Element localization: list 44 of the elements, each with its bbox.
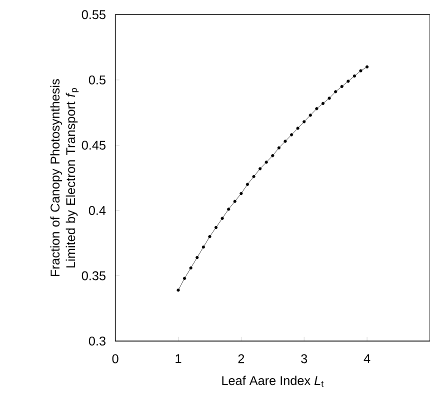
x-tick-label: 2: [238, 354, 244, 363]
point: [302, 120, 306, 124]
point: [264, 160, 268, 164]
point: [284, 140, 287, 143]
point: [227, 207, 230, 211]
point: [340, 84, 344, 88]
y-tick-label: 0.4: [88, 206, 106, 215]
point: [277, 146, 281, 150]
y-tick-label: 0.5: [88, 75, 106, 84]
point: [252, 174, 256, 178]
y-tick-label: 0.45: [82, 140, 106, 150]
point: [240, 192, 243, 195]
y-tick-label: 0.35: [82, 271, 106, 280]
point: [308, 113, 312, 117]
point: [214, 226, 218, 229]
point: [271, 154, 274, 158]
point: [315, 106, 318, 110]
y-tick-label: 0.3: [88, 336, 106, 346]
point: [246, 182, 250, 186]
y-axis-title: Fraction of Canopy Photosynthesis Limited by Electron Transport f$_{p}$: [50, 78, 79, 276]
point: [258, 167, 262, 170]
point: [233, 200, 236, 203]
point: [189, 266, 192, 270]
point: [208, 234, 212, 238]
point: [321, 102, 325, 105]
x-tick-label: 3: [301, 354, 308, 364]
point: [334, 90, 338, 94]
point: [196, 256, 199, 259]
point: [366, 65, 369, 68]
point: [220, 216, 224, 220]
x-axis-title: Leaf Aare Index L$_{t}$: [222, 376, 324, 387]
point: [296, 126, 300, 130]
point: [176, 288, 180, 292]
point: [328, 96, 331, 100]
point: [352, 74, 356, 78]
y-tick-label: 0.55: [82, 10, 106, 19]
x-tick-label: 1: [176, 354, 182, 363]
x-tick-label: 4: [364, 354, 370, 363]
point: [346, 80, 350, 83]
point: [359, 69, 362, 72]
point: [290, 133, 294, 136]
x-tick-label: 0: [112, 354, 118, 364]
point: [202, 245, 205, 248]
point: [182, 276, 186, 280]
